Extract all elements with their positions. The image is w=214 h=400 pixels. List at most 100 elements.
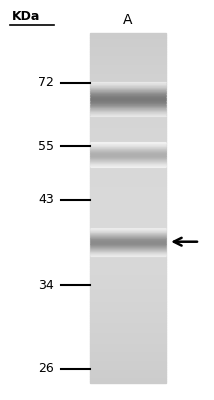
Bar <box>90 381 166 383</box>
Bar <box>90 334 166 336</box>
Bar <box>90 304 166 306</box>
Text: A: A <box>123 13 133 27</box>
Bar <box>90 351 166 353</box>
Bar <box>90 51 166 52</box>
Bar <box>90 311 166 313</box>
Bar <box>90 281 166 283</box>
Bar <box>90 203 166 204</box>
Bar <box>90 271 166 273</box>
Bar <box>90 269 166 271</box>
Bar <box>90 44 166 46</box>
Bar <box>90 234 166 236</box>
Bar <box>90 189 166 190</box>
Bar <box>90 82 166 84</box>
Bar <box>90 224 166 226</box>
Bar <box>90 61 166 63</box>
Bar <box>90 350 166 351</box>
Bar <box>90 198 166 199</box>
Bar <box>90 94 166 96</box>
Bar <box>90 215 166 217</box>
Bar <box>90 297 166 299</box>
Bar <box>90 134 166 136</box>
Bar <box>90 246 166 248</box>
Bar <box>90 337 166 339</box>
Bar <box>90 190 166 192</box>
Bar <box>90 159 166 161</box>
Text: 43: 43 <box>39 194 54 206</box>
Bar <box>90 245 166 246</box>
Bar <box>90 96 166 98</box>
Bar <box>90 362 166 364</box>
Bar <box>90 65 166 66</box>
Bar <box>90 91 166 92</box>
Bar <box>90 302 166 304</box>
Bar <box>90 356 166 358</box>
Bar <box>90 154 166 156</box>
Bar <box>90 178 166 180</box>
Bar <box>90 152 166 154</box>
Bar <box>90 38 166 40</box>
Bar <box>90 323 166 325</box>
Bar <box>90 106 166 108</box>
Bar <box>90 173 166 175</box>
Text: 55: 55 <box>38 140 54 153</box>
Bar <box>90 108 166 110</box>
Bar <box>90 220 166 222</box>
Bar <box>90 314 166 316</box>
Bar <box>90 138 166 140</box>
Bar <box>90 355 166 356</box>
Bar <box>90 276 166 278</box>
Bar <box>90 243 166 245</box>
Bar <box>90 217 166 218</box>
Bar <box>90 339 166 341</box>
Bar <box>90 299 166 300</box>
Bar <box>90 212 166 213</box>
Bar <box>90 204 166 206</box>
Bar <box>90 199 166 201</box>
Bar <box>90 68 166 70</box>
Bar <box>90 187 166 189</box>
Bar <box>90 100 166 101</box>
Bar <box>90 283 166 285</box>
Bar <box>90 250 166 252</box>
Bar <box>90 150 166 152</box>
Bar <box>90 370 166 372</box>
Bar <box>90 227 166 229</box>
Bar <box>90 180 166 182</box>
Bar <box>90 316 166 318</box>
Bar <box>90 131 166 133</box>
Bar <box>90 240 166 241</box>
Bar <box>90 369 166 370</box>
Bar <box>90 376 166 378</box>
Bar <box>90 290 166 292</box>
Bar <box>90 273 166 274</box>
Bar <box>90 164 166 166</box>
Bar <box>90 175 166 176</box>
Bar <box>90 80 166 82</box>
Bar <box>90 156 166 157</box>
Bar <box>90 231 166 232</box>
Bar <box>90 79 166 80</box>
Bar <box>90 208 166 210</box>
Bar <box>90 309 166 311</box>
Bar <box>90 54 166 56</box>
Bar <box>90 77 166 79</box>
Bar <box>90 157 166 159</box>
Bar <box>90 112 166 114</box>
Bar <box>90 241 166 243</box>
Bar <box>90 280 166 281</box>
Bar <box>90 218 166 220</box>
Bar <box>90 325 166 327</box>
Bar <box>90 66 166 68</box>
Bar <box>90 47 166 49</box>
Bar <box>90 285 166 286</box>
Bar <box>90 232 166 234</box>
Bar <box>90 252 166 253</box>
Bar <box>90 117 166 119</box>
Bar <box>90 161 166 162</box>
Bar <box>90 255 166 257</box>
Bar <box>90 210 166 212</box>
Bar <box>90 348 166 350</box>
Bar <box>90 278 166 280</box>
Bar <box>90 73 166 75</box>
